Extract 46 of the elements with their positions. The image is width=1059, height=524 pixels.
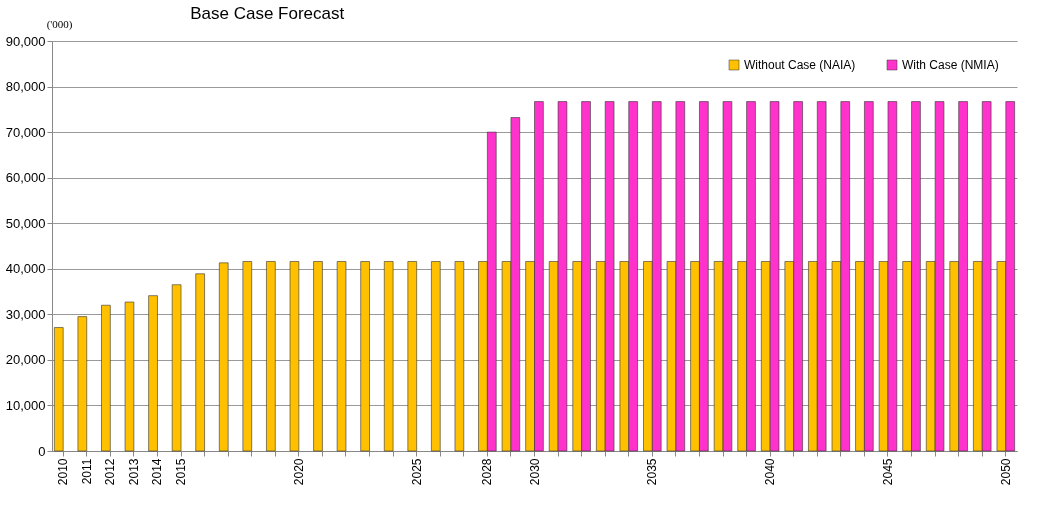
- y-tick-label: 70,000: [5, 124, 46, 140]
- bar: [407, 261, 417, 452]
- y-tick-label: 60,000: [5, 170, 46, 186]
- x-tick-label: 2028: [480, 458, 495, 486]
- x-tick-label: 2010: [56, 458, 71, 486]
- bar: [383, 261, 394, 452]
- legend-label: Without Case (NAIA): [744, 58, 856, 72]
- bar: [54, 327, 64, 452]
- bar: [242, 261, 253, 452]
- bar: [195, 273, 205, 452]
- y-tick-label: 80,000: [5, 79, 46, 95]
- bar: [124, 301, 135, 452]
- x-tick-label: 2014: [150, 458, 165, 486]
- x-tick-label: 2045: [880, 458, 895, 486]
- bar: [77, 316, 88, 452]
- y-tick-label: 10,000: [5, 397, 46, 413]
- bar: [266, 261, 276, 452]
- x-tick-label: 2013: [126, 458, 141, 486]
- x-tick-label: 2015: [174, 458, 189, 486]
- bar: [219, 262, 229, 452]
- x-tick-label: 2030: [527, 458, 542, 486]
- x-tick-label: 2040: [763, 458, 778, 486]
- x-tick-label: 2012: [103, 458, 118, 486]
- y-axis-title: ('000): [46, 17, 73, 31]
- y-tick-label: 50,000: [5, 215, 46, 231]
- legend-label: With Case (NMIA): [902, 58, 999, 72]
- x-tick-label: 2011: [79, 458, 94, 485]
- y-tick-label: 0: [38, 443, 46, 459]
- x-tick-label: 2050: [998, 458, 1013, 486]
- bar: [431, 261, 441, 452]
- bar: [336, 261, 347, 452]
- bar: [313, 261, 323, 452]
- x-tick-label: 2025: [409, 458, 424, 486]
- y-tick-label: 90,000: [5, 33, 46, 49]
- bar: [101, 304, 111, 452]
- bar: [289, 261, 300, 452]
- bar: [360, 261, 370, 452]
- y-tick-label: 30,000: [5, 306, 46, 322]
- y-tick-label: 40,000: [5, 261, 46, 277]
- x-tick-label: 2035: [645, 458, 660, 486]
- bar: [148, 295, 158, 452]
- chart-title: Base Case Forecast: [190, 4, 345, 23]
- x-tick-label: 2020: [291, 458, 306, 486]
- bar: [171, 284, 182, 452]
- bar: [454, 261, 465, 452]
- y-tick-label: 20,000: [5, 352, 46, 368]
